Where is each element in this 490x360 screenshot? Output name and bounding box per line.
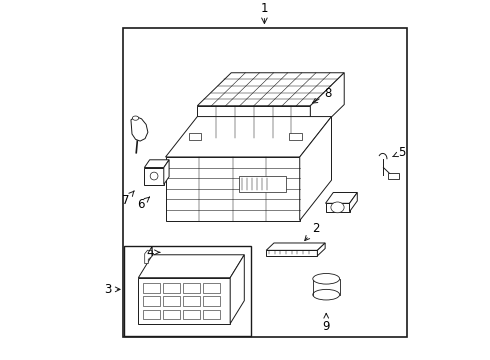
Text: 6: 6 <box>137 197 149 211</box>
Bar <box>203 310 220 319</box>
Text: 4: 4 <box>147 246 160 259</box>
Bar <box>143 283 160 293</box>
Bar <box>388 173 398 179</box>
Text: 7: 7 <box>122 191 134 207</box>
Bar <box>189 132 201 140</box>
Polygon shape <box>310 73 344 138</box>
Polygon shape <box>164 160 169 185</box>
Bar <box>183 283 200 293</box>
Text: 9: 9 <box>322 314 330 333</box>
Polygon shape <box>138 255 245 278</box>
Polygon shape <box>300 117 332 221</box>
Bar <box>289 132 302 140</box>
Polygon shape <box>230 255 245 324</box>
Bar <box>124 246 251 336</box>
Ellipse shape <box>331 202 344 213</box>
Polygon shape <box>197 106 310 138</box>
Ellipse shape <box>132 116 139 120</box>
Polygon shape <box>138 278 230 324</box>
Polygon shape <box>349 193 357 212</box>
Polygon shape <box>145 167 164 185</box>
Bar <box>203 283 220 293</box>
Bar <box>163 296 180 306</box>
Text: 2: 2 <box>305 222 319 240</box>
Ellipse shape <box>150 172 158 180</box>
Bar <box>203 296 220 306</box>
Bar <box>143 296 160 306</box>
Polygon shape <box>166 157 300 221</box>
Bar <box>123 28 407 337</box>
Polygon shape <box>318 243 325 256</box>
Text: 8: 8 <box>313 87 332 103</box>
Polygon shape <box>145 160 169 167</box>
Polygon shape <box>145 250 152 264</box>
Polygon shape <box>266 243 325 250</box>
Bar <box>183 310 200 319</box>
Polygon shape <box>325 193 357 203</box>
Bar <box>183 296 200 306</box>
Polygon shape <box>166 117 332 157</box>
Bar <box>163 283 180 293</box>
Text: 3: 3 <box>104 283 120 296</box>
Polygon shape <box>266 250 318 256</box>
Bar <box>163 310 180 319</box>
Polygon shape <box>197 73 344 106</box>
Ellipse shape <box>313 274 340 284</box>
Bar <box>143 310 160 319</box>
Ellipse shape <box>313 289 340 300</box>
Polygon shape <box>325 203 349 212</box>
Text: 5: 5 <box>393 146 406 159</box>
Polygon shape <box>239 176 286 192</box>
Polygon shape <box>131 116 148 141</box>
Text: 1: 1 <box>261 2 268 15</box>
